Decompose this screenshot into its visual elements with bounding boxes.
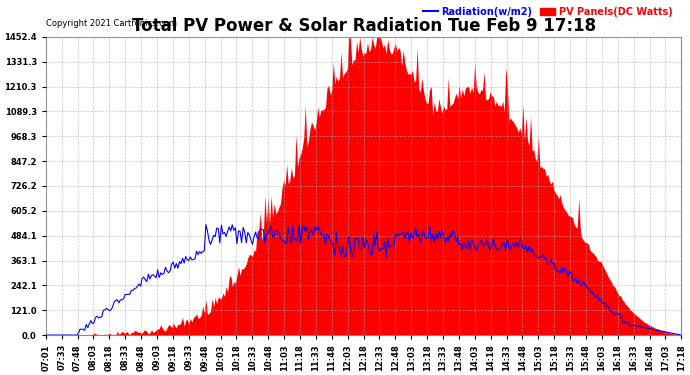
Legend: Radiation(w/m2), PV Panels(DC Watts): Radiation(w/m2), PV Panels(DC Watts) [420, 3, 676, 21]
Title: Total PV Power & Solar Radiation Tue Feb 9 17:18: Total PV Power & Solar Radiation Tue Feb… [132, 17, 595, 35]
Text: Copyright 2021 Cartronics.com: Copyright 2021 Cartronics.com [46, 19, 177, 28]
